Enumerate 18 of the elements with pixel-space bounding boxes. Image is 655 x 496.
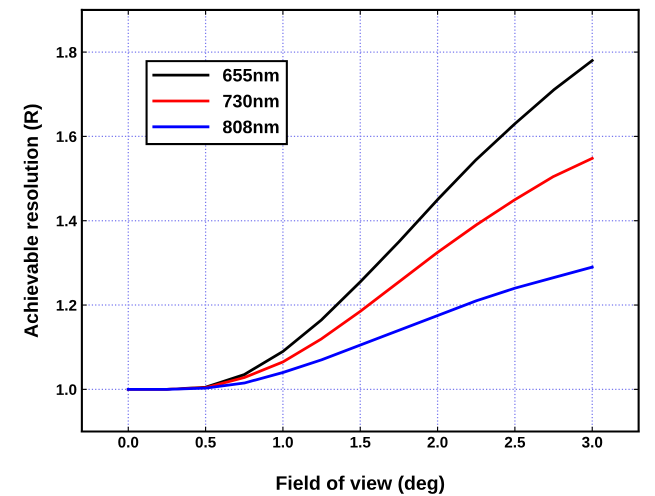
x-tick-label: 3.0 — [582, 436, 602, 448]
y-tick-label: 1.2 — [56, 300, 76, 311]
y-tick-label: 1.4 — [56, 216, 77, 226]
line-series — [126, 266, 594, 391]
legend-label: 730nm — [223, 94, 278, 108]
x-tick-label: 1.0 — [273, 436, 293, 448]
x-tick-label: 2.0 — [427, 436, 448, 448]
x-tick-label: 1.5 — [350, 436, 370, 448]
legend-label: 808nm — [222, 120, 278, 134]
y-tick-label: 1.8 — [56, 46, 77, 58]
y-axis-title: Achievable resolution (R) — [24, 104, 42, 338]
legend-label: 655nm — [223, 68, 278, 82]
x-axis-title: Field of view (deg) — [276, 476, 444, 494]
x-tick-label: 0.5 — [196, 436, 216, 448]
x-tick-label: 0.0 — [118, 436, 138, 448]
y-tick-label: 1.6 — [56, 131, 76, 142]
y-tick-label: 1.0 — [56, 384, 76, 396]
x-tick-label: 2.5 — [504, 436, 526, 448]
